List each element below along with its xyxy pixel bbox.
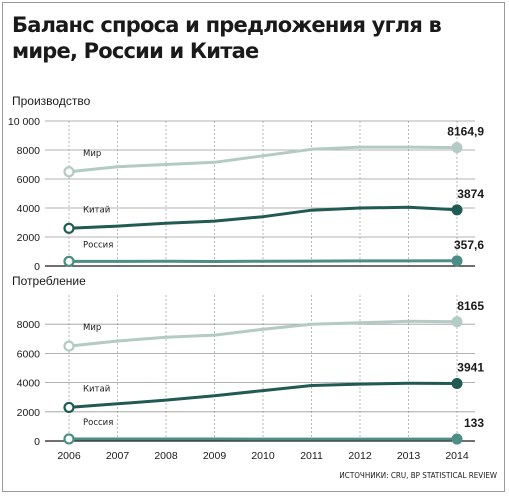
production-series-china-label: Китай — [83, 205, 110, 215]
consumption-panel-title: Потребление — [12, 274, 86, 288]
xtick-label: 2008 — [154, 450, 178, 462]
xtick-label: 2011 — [300, 450, 323, 462]
production-ytick-label: 4000 — [17, 203, 41, 215]
consumption-series-world-start-point — [63, 340, 75, 352]
production-series-russia-start-point — [63, 255, 75, 267]
production-ytick-label: 6000 — [17, 174, 41, 186]
consumption-series-world-line — [67, 319, 459, 348]
consumption-series-world-end-label: 8165 — [457, 299, 484, 313]
source-note: ИСТОЧНИКИ: CRU, BP STATISTICAL REVIEW — [339, 471, 497, 480]
production-series-world-end-point — [451, 142, 463, 154]
consumption-series-russia-end-point — [451, 433, 463, 445]
consumption-series-china-line — [67, 381, 459, 409]
consumption-ytick-label: 0 — [34, 436, 40, 448]
consumption-series-world-label: Мир — [83, 323, 101, 333]
consumption-series-china-start-point — [63, 401, 75, 414]
production-series-china-end-label: 3874 — [457, 187, 484, 201]
xtick-label: 2013 — [397, 450, 421, 462]
production-series-china-start-point — [63, 222, 75, 234]
consumption-series-russia-label: Россия — [83, 418, 113, 428]
production-series-russia-end-point — [451, 255, 463, 267]
production-series-china-line — [67, 205, 459, 230]
consumption-series-china-end-label: 3941 — [457, 360, 484, 374]
consumption-ytick-label: 2000 — [17, 407, 41, 419]
production-series-world-start-point — [63, 166, 75, 178]
consumption-ytick-label: 6000 — [17, 348, 41, 360]
production-ytick-label: 2000 — [17, 232, 41, 244]
xtick-label: 2010 — [251, 450, 275, 462]
production-series-china-end-point — [451, 204, 463, 216]
chart-title: Баланс спроса и предложения угля в мире,… — [12, 13, 442, 63]
consumption-series-russia-end-label: 133 — [464, 416, 484, 430]
consumption-series-china-end-point — [451, 377, 463, 389]
consumption-series-world-end-point — [451, 316, 463, 328]
production-series-world-end-label: 8164,9 — [447, 125, 484, 139]
xtick-label: 2014 — [445, 450, 469, 462]
xtick-label: 2012 — [348, 450, 372, 462]
chart-frame — [2, 2, 505, 492]
production-series-world-label: Мир — [83, 149, 101, 159]
production-series-world-line — [67, 145, 459, 174]
consumption-ytick-label: 8000 — [17, 319, 41, 331]
xtick-label: 2009 — [203, 450, 227, 462]
production-panel-title: Производство — [12, 94, 91, 108]
consumption-series-china-label: Китай — [83, 384, 110, 394]
xtick-label: 2006 — [57, 450, 81, 462]
production-series-russia-end-label: 357,6 — [454, 238, 484, 252]
production-ytick-label: 10 000 — [8, 116, 40, 128]
xtick-label: 2007 — [106, 450, 130, 462]
production-ytick-label: 0 — [34, 261, 40, 273]
consumption-series-russia-start-point — [63, 433, 75, 445]
production-series-russia-line — [67, 259, 459, 263]
consumption-ytick-label: 4000 — [17, 378, 41, 390]
production-ytick-label: 8000 — [17, 145, 41, 157]
production-series-russia-label: Россия — [83, 240, 113, 250]
